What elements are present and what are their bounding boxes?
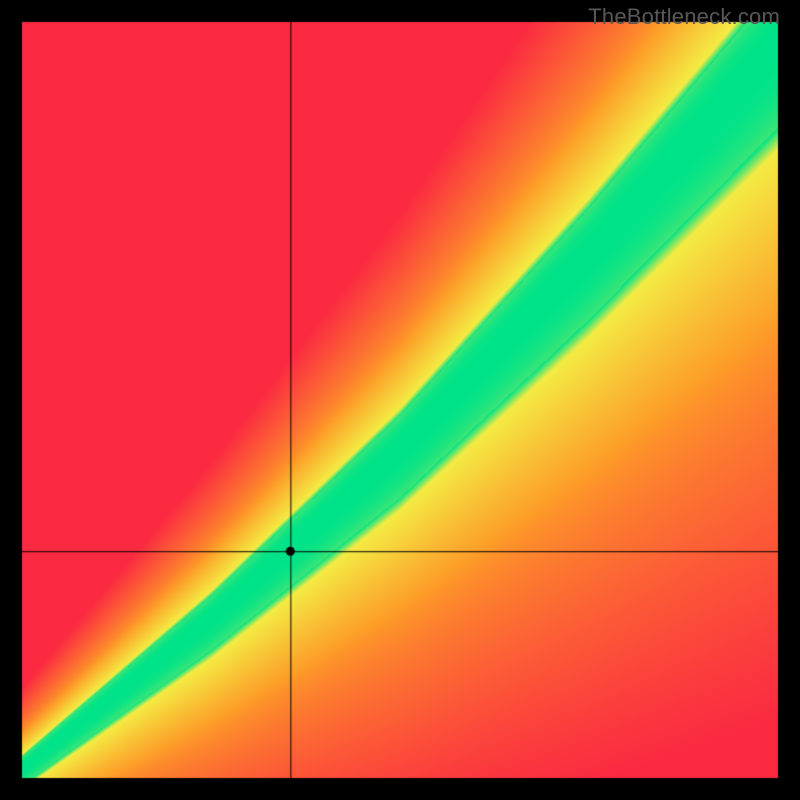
- chart-container: TheBottleneck.com: [0, 0, 800, 800]
- heatmap-canvas: [0, 0, 800, 800]
- watermark-text: TheBottleneck.com: [588, 4, 780, 30]
